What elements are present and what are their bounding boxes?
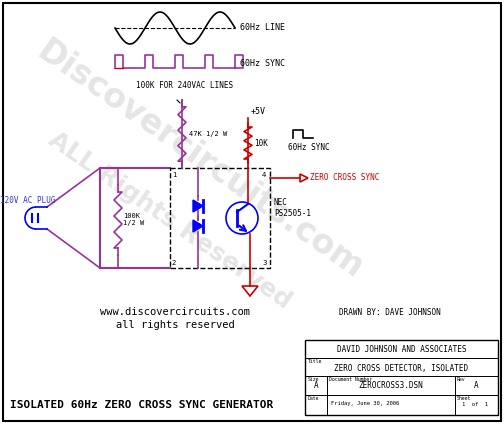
Text: ALL Rights Reserved: ALL Rights Reserved: [44, 127, 296, 313]
Text: 60Hz SYNC: 60Hz SYNC: [240, 59, 285, 67]
Text: Friday, June 30, 2006: Friday, June 30, 2006: [331, 402, 399, 407]
Bar: [305, 340, 498, 415]
Text: 3: 3: [262, 260, 267, 266]
Text: 100K FOR 240VAC LINES: 100K FOR 240VAC LINES: [137, 81, 233, 90]
Text: 120V AC PLUG: 120V AC PLUG: [0, 196, 56, 205]
Text: A: A: [474, 382, 478, 391]
Text: DRAWN BY: DAVE JOHNSON: DRAWN BY: DAVE JOHNSON: [339, 308, 441, 317]
Text: Date: Date: [308, 396, 320, 401]
Text: 100K
1/2 W: 100K 1/2 W: [123, 214, 144, 226]
Text: A: A: [313, 382, 319, 391]
Text: Sheet: Sheet: [457, 396, 471, 401]
Text: Title: Title: [308, 359, 323, 364]
Text: 47K 1/2 W: 47K 1/2 W: [189, 131, 227, 137]
Text: Discovercircuits.com: Discovercircuits.com: [31, 34, 369, 285]
Text: 10K: 10K: [254, 139, 268, 148]
Text: 1  of  1: 1 of 1: [462, 402, 488, 407]
Text: Size: Size: [308, 377, 320, 382]
Text: NEC
PS2505-1: NEC PS2505-1: [274, 198, 311, 218]
Text: ZERO CROSS DETECTOR, ISOLATED: ZERO CROSS DETECTOR, ISOLATED: [335, 363, 469, 373]
Text: DAVID JOHNSON AND ASSOCIATES: DAVID JOHNSON AND ASSOCIATES: [337, 344, 466, 354]
Text: 60Hz LINE: 60Hz LINE: [240, 23, 285, 33]
Text: Document Number: Document Number: [329, 377, 372, 382]
Text: all rights reserved: all rights reserved: [115, 320, 234, 330]
Text: 4: 4: [262, 172, 267, 178]
Text: Rev: Rev: [457, 377, 466, 382]
Text: 1: 1: [172, 172, 176, 178]
Polygon shape: [193, 200, 203, 212]
Bar: [170, 168, 270, 268]
Text: www.discovercircuits.com: www.discovercircuits.com: [100, 307, 250, 317]
Text: +5V: +5V: [251, 107, 266, 116]
Text: ISOLATED 60Hz ZERO CROSS SYNC GENERATOR: ISOLATED 60Hz ZERO CROSS SYNC GENERATOR: [10, 400, 273, 410]
Text: 60Hz SYNC: 60Hz SYNC: [288, 143, 330, 152]
Text: ZEROCROSS3.DSN: ZEROCROSS3.DSN: [359, 382, 423, 391]
Text: ZERO CROSS SYNC: ZERO CROSS SYNC: [310, 173, 380, 182]
Polygon shape: [193, 220, 203, 232]
Text: 2: 2: [172, 260, 176, 266]
